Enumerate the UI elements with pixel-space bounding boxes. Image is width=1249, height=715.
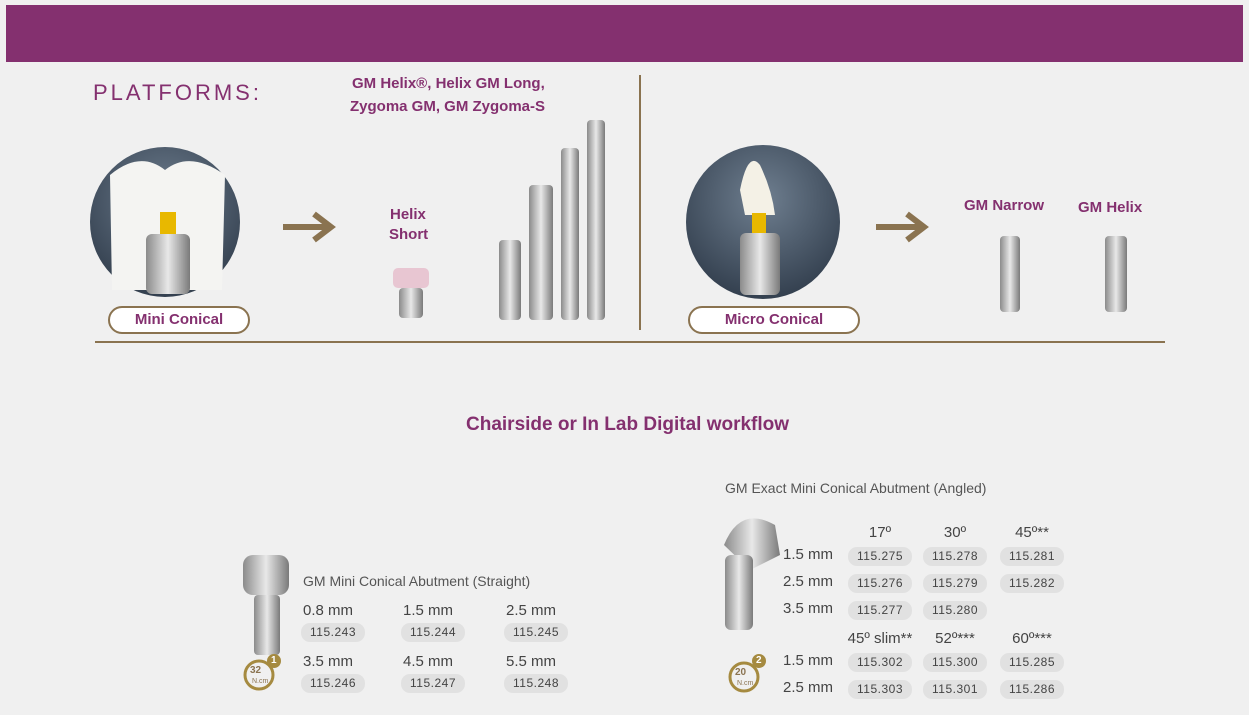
- size: 0.8 mm: [303, 602, 353, 619]
- group-label: Zygoma GM, GM Zygoma-S: [350, 98, 545, 115]
- angle-header: 60º***: [982, 630, 1082, 647]
- implant: [561, 148, 579, 320]
- torque-step: 2: [756, 655, 762, 666]
- implant: [1105, 236, 1127, 312]
- reference: 115.300: [923, 653, 987, 672]
- implant: [393, 268, 429, 288]
- reference: 115.244: [401, 623, 465, 642]
- reference: 115.247: [401, 674, 465, 693]
- angle-header: 45º**: [982, 524, 1082, 541]
- page: PLATFORMS: GM Helix®, Helix GM Long, Zyg…: [0, 0, 1249, 715]
- reference: 115.281: [1000, 547, 1064, 566]
- reference: 115.246: [301, 674, 365, 693]
- group-label: Short: [389, 226, 428, 243]
- reference: 115.245: [504, 623, 568, 642]
- implant: [399, 288, 423, 318]
- abutment: [740, 233, 780, 295]
- reference: 115.248: [504, 674, 568, 693]
- implant-label: GM Narrow: [964, 197, 1044, 214]
- size: 3.5 mm: [303, 653, 353, 670]
- product-title: GM Exact Mini Conical Abutment (Angled): [725, 480, 986, 496]
- torque-value: 20: [735, 667, 746, 678]
- platform-label: Mini Conical: [108, 306, 250, 334]
- implant: [587, 120, 605, 320]
- size: 4.5 mm: [403, 653, 453, 670]
- implant: [499, 240, 521, 320]
- reference: 115.285: [1000, 653, 1064, 672]
- abutment-image: [725, 555, 753, 630]
- reference: 115.301: [923, 680, 987, 699]
- arrow: [876, 214, 924, 240]
- torque-step: 1: [271, 655, 277, 666]
- height: 1.5 mm: [783, 546, 833, 563]
- abutment-image: [254, 595, 280, 655]
- torque-unit: N.cm: [737, 680, 753, 687]
- reference: 115.303: [848, 680, 912, 699]
- screw: [752, 213, 766, 233]
- group-label: GM Helix®, Helix GM Long,: [352, 75, 545, 92]
- reference: 115.243: [301, 623, 365, 642]
- height: 3.5 mm: [783, 600, 833, 617]
- platform-label: Micro Conical: [688, 306, 860, 334]
- implant-label: GM Helix: [1078, 199, 1142, 216]
- arrow: [283, 214, 331, 240]
- reference: 115.280: [923, 601, 987, 620]
- banner: [6, 5, 1243, 62]
- size: 1.5 mm: [403, 602, 453, 619]
- screw: [160, 212, 176, 234]
- height: 2.5 mm: [783, 573, 833, 590]
- reference: 115.279: [923, 574, 987, 593]
- height: 1.5 mm: [783, 652, 833, 669]
- torque-unit: N.cm: [252, 678, 268, 685]
- reference: 115.286: [1000, 680, 1064, 699]
- section-title: Chairside or In Lab Digital workflow: [466, 414, 789, 436]
- artwork: [0, 0, 1249, 715]
- heading: PLATFORMS:: [93, 80, 262, 106]
- size: 2.5 mm: [506, 602, 556, 619]
- size: 5.5 mm: [506, 653, 556, 670]
- reference: 115.275: [848, 547, 912, 566]
- implant: [1000, 236, 1020, 312]
- group-label: Helix: [390, 206, 426, 223]
- abutment: [146, 234, 190, 294]
- reference: 115.282: [1000, 574, 1064, 593]
- implant: [529, 185, 553, 320]
- torque-value: 32: [250, 665, 261, 676]
- abutment-image: [243, 555, 289, 595]
- reference: 115.278: [923, 547, 987, 566]
- product-title: GM Mini Conical Abutment (Straight): [303, 573, 530, 589]
- reference: 115.277: [848, 601, 912, 620]
- height: 2.5 mm: [783, 679, 833, 696]
- reference: 115.302: [848, 653, 912, 672]
- reference: 115.276: [848, 574, 912, 593]
